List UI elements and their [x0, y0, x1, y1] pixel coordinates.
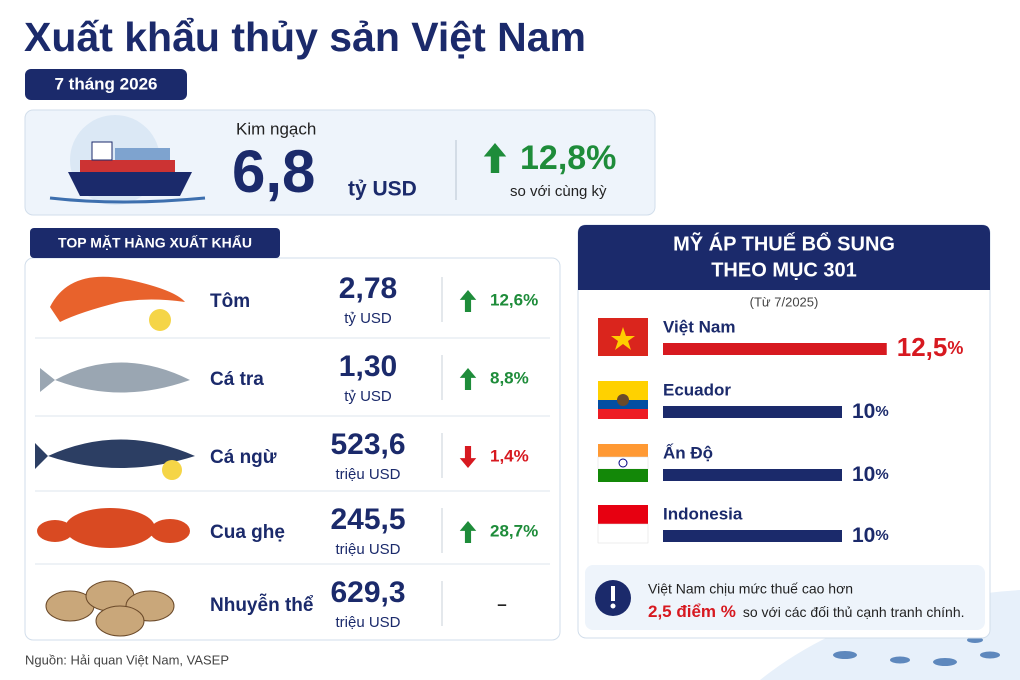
- product-name: Cá ngừ: [210, 447, 277, 468]
- flag-india: [597, 444, 649, 482]
- tariff-value: 10%: [852, 400, 889, 423]
- product-change: 1,4%: [490, 446, 529, 465]
- crab-image: [150, 519, 190, 543]
- tariff-value: 12,5%: [897, 332, 964, 362]
- product-unit: triệu USD: [335, 466, 400, 483]
- tariff-value: 10%: [852, 524, 889, 547]
- product-name: Cá tra: [210, 369, 264, 390]
- ship-illustration: [49, 115, 206, 205]
- product-unit: tỷ USD: [344, 310, 392, 327]
- tariff-value-unit: %: [875, 466, 888, 483]
- crab-image: [37, 520, 73, 542]
- product-name: Nhuyễn thể: [210, 594, 314, 616]
- products-panel: [24, 257, 561, 641]
- product-unit: triệu USD: [335, 614, 400, 631]
- flag-vietnam: [598, 318, 648, 356]
- product-name: Cua ghẹ: [210, 522, 285, 543]
- tariff-value-number: 12,5: [897, 332, 948, 362]
- trend-arrow: [459, 446, 477, 468]
- tariff-value-unit: %: [875, 527, 888, 544]
- product-change: 12,6%: [490, 290, 538, 309]
- period: 7 tháng 2026: [55, 74, 158, 93]
- tariff-title: MỸ ÁP THUẾ BỔ SUNG: [673, 231, 895, 255]
- products-header: [30, 228, 280, 258]
- tariff-title: THEO MỤC 301: [711, 259, 857, 281]
- tariff-header: [578, 225, 990, 290]
- product-change: 8,8%: [490, 368, 529, 387]
- tariff-bar: [663, 406, 842, 418]
- callout-highlight: 2,5 điểm %: [648, 602, 736, 621]
- tuna-image: [35, 439, 195, 469]
- crab-image: [65, 508, 155, 548]
- callout-icon: [611, 586, 615, 601]
- product-change: 28,7%: [490, 521, 538, 540]
- lemon-image: [162, 460, 182, 480]
- products-title: TOP MẶT HÀNG XUẤT KHẨU: [58, 234, 252, 251]
- clam-image: [95, 605, 145, 637]
- tariff-value-number: 10: [852, 400, 875, 423]
- tariff-note: (Từ 7/2025): [750, 294, 819, 309]
- tariff-bar: [663, 530, 842, 542]
- callout-box: [585, 565, 985, 630]
- flag-ecuador: [598, 381, 648, 419]
- trend-arrow: [459, 521, 477, 543]
- tariff-bar: [663, 469, 842, 481]
- summary-change: 12,8%: [520, 139, 616, 177]
- summary-label: Kim ngạch: [236, 119, 316, 138]
- tariff-value-number: 10: [852, 463, 875, 486]
- callout-text: Việt Nam chịu mức thuế cao hơn: [648, 581, 853, 597]
- callout-icon: [610, 603, 616, 609]
- source: Nguồn: Hải quan Việt Nam, VASEP: [25, 652, 229, 667]
- trend-arrow: [483, 143, 507, 173]
- product-name: Tôm: [210, 291, 250, 312]
- callout-text: 2,5 điểm % so với các đối thủ cạnh tranh …: [648, 602, 965, 621]
- product-value: 2,78: [339, 272, 397, 305]
- country-name: Ecuador: [663, 380, 731, 399]
- tariff-value-number: 10: [852, 524, 875, 547]
- product-value: 1,30: [339, 350, 397, 383]
- flag-indonesia: [597, 505, 649, 544]
- shrimp-image: [50, 276, 185, 322]
- lemon-image: [149, 309, 171, 331]
- fish-deco: [833, 637, 1000, 666]
- country-name: Việt Nam: [663, 317, 735, 336]
- tariff-bar: [663, 343, 887, 355]
- tariff-value-unit: %: [947, 338, 963, 358]
- trend-arrow: [459, 290, 477, 312]
- callout-text: so với các đối thủ cạnh tranh chính.: [743, 604, 965, 620]
- product-value: 245,5: [330, 503, 405, 536]
- product-value: 523,6: [330, 428, 405, 461]
- trend-arrow: [459, 368, 477, 390]
- summary-value: 6,8: [232, 138, 315, 205]
- tariff-value-unit: %: [875, 403, 888, 420]
- country-name: Indonesia: [663, 504, 743, 523]
- summary-unit: tỷ USD: [348, 178, 417, 201]
- product-change: –: [497, 594, 506, 613]
- product-unit: tỷ USD: [344, 388, 392, 405]
- fish-image: [40, 362, 190, 393]
- country-name: Ấn Độ: [663, 443, 713, 462]
- title: Xuất khẩu thủy sản Việt Nam: [24, 14, 586, 60]
- summary-change-note: so với cùng kỳ: [510, 183, 607, 200]
- period-pill: [25, 69, 187, 100]
- product-unit: triệu USD: [335, 541, 400, 558]
- tariff-value: 10%: [852, 463, 889, 486]
- product-value: 629,3: [330, 576, 405, 609]
